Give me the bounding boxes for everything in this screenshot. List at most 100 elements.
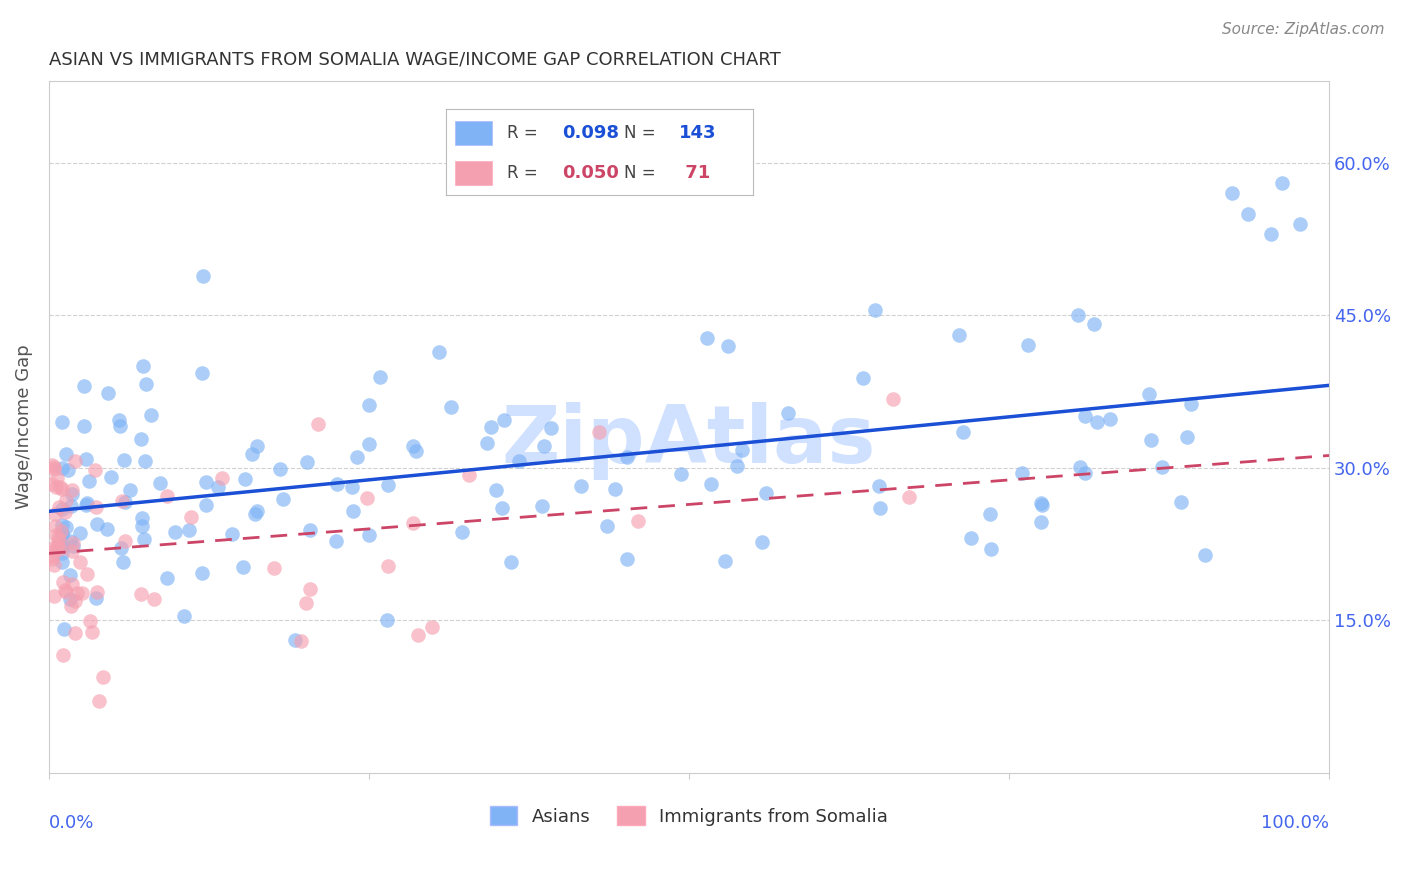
Point xyxy=(422,620,444,634)
Point xyxy=(605,482,627,496)
Point xyxy=(48,533,70,547)
Point xyxy=(143,592,166,607)
Point xyxy=(269,462,291,476)
Point xyxy=(1073,466,1095,480)
Point xyxy=(1137,387,1160,401)
Point xyxy=(41,549,63,564)
Point xyxy=(118,483,141,497)
Point xyxy=(41,458,63,472)
Point xyxy=(63,593,86,607)
Point xyxy=(79,615,101,629)
Point xyxy=(221,527,243,541)
Point xyxy=(1011,466,1033,480)
Point xyxy=(132,359,155,373)
Point xyxy=(952,425,974,440)
Point xyxy=(69,555,91,569)
Point xyxy=(450,525,472,540)
Point xyxy=(91,669,114,683)
Point xyxy=(56,463,79,477)
Point xyxy=(207,480,229,494)
Point xyxy=(62,539,84,553)
Point xyxy=(80,624,103,639)
Point xyxy=(42,462,65,476)
Point xyxy=(290,634,312,648)
Point xyxy=(242,447,264,461)
Point xyxy=(1099,411,1122,425)
Point xyxy=(569,479,592,493)
Point xyxy=(429,345,451,359)
Point xyxy=(340,480,363,494)
Point xyxy=(540,421,562,435)
Point xyxy=(51,526,73,541)
Point xyxy=(53,622,76,636)
Point xyxy=(76,496,98,510)
Point xyxy=(1236,206,1258,220)
Point xyxy=(52,574,75,589)
Point xyxy=(714,554,737,568)
Point xyxy=(97,385,120,400)
Point xyxy=(69,525,91,540)
Point xyxy=(51,483,73,497)
Point xyxy=(131,511,153,525)
Point xyxy=(51,539,73,553)
Point xyxy=(405,444,427,458)
Point xyxy=(596,518,619,533)
Point xyxy=(1271,176,1294,190)
Point xyxy=(716,339,738,353)
Point xyxy=(191,268,214,283)
Point xyxy=(41,552,63,566)
Point xyxy=(475,436,498,450)
Point xyxy=(108,418,131,433)
Point xyxy=(191,367,214,381)
Point xyxy=(55,520,77,534)
Point xyxy=(1083,317,1105,331)
Point xyxy=(1074,409,1097,424)
Point xyxy=(616,552,638,566)
Point xyxy=(52,648,75,662)
Point xyxy=(271,492,294,507)
Point xyxy=(111,556,134,570)
Point xyxy=(494,413,516,427)
Point xyxy=(1069,460,1091,475)
Point xyxy=(960,531,983,545)
Point xyxy=(62,577,84,591)
Point xyxy=(751,535,773,549)
Point xyxy=(375,614,398,628)
Point xyxy=(191,566,214,580)
Point xyxy=(179,509,201,524)
Point xyxy=(863,303,886,318)
Point xyxy=(194,475,217,489)
Y-axis label: Wage/Income Gap: Wage/Income Gap xyxy=(15,344,32,509)
Point xyxy=(299,582,322,597)
Point xyxy=(73,419,96,434)
Point xyxy=(70,586,93,600)
Legend: Asians, Immigrants from Somalia: Asians, Immigrants from Somalia xyxy=(482,799,896,833)
Point xyxy=(246,439,269,453)
Point xyxy=(53,506,76,520)
Point xyxy=(588,425,610,439)
Point xyxy=(179,523,201,537)
Point xyxy=(491,501,513,516)
Point xyxy=(131,519,153,533)
Point xyxy=(42,544,65,558)
Point xyxy=(59,599,82,614)
Point xyxy=(44,558,66,572)
Point xyxy=(62,536,84,550)
Point xyxy=(307,417,329,432)
Point xyxy=(980,541,1002,556)
Point xyxy=(132,532,155,546)
Point xyxy=(59,534,82,549)
Point xyxy=(626,514,648,528)
Point xyxy=(60,499,83,513)
Point xyxy=(149,475,172,490)
Point xyxy=(112,452,135,467)
Point xyxy=(76,566,98,581)
Point xyxy=(368,370,391,384)
Point xyxy=(246,504,269,518)
Point xyxy=(165,525,187,540)
Point xyxy=(195,498,218,512)
Point xyxy=(377,477,399,491)
Point xyxy=(406,628,429,642)
Point xyxy=(731,443,754,458)
Point xyxy=(882,392,904,406)
